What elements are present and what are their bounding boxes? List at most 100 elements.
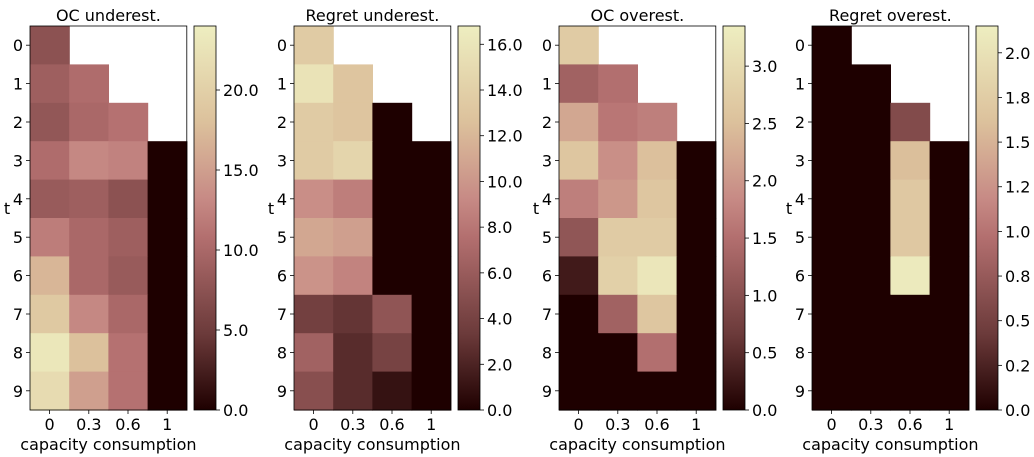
colorbar-tick-label: 1.8 (1005, 88, 1030, 107)
heatmap-cell (411, 294, 452, 334)
heatmap-cell (69, 102, 109, 142)
heatmap-cell (812, 333, 852, 373)
y-tick-label: 5 (277, 228, 287, 247)
heatmap-cell (147, 294, 188, 334)
heatmap-cell (559, 141, 599, 181)
y-tick-label: 1 (795, 75, 805, 94)
colorbar-tick-label: 8.0 (487, 218, 512, 237)
colorbar-tick-label: 0.0 (223, 401, 248, 420)
heatmap-cell (676, 294, 717, 334)
x-axis-label: capacity consumption (802, 435, 978, 454)
panel-title: Regret overest. (829, 6, 952, 25)
heatmap-cell (890, 333, 931, 373)
heatmap-cell (851, 102, 891, 142)
heatmap-cell (676, 333, 717, 373)
heatmap-cell (411, 141, 452, 181)
heatmap-cell (812, 26, 852, 65)
heatmap-cell (69, 64, 109, 104)
heatmap-cell (812, 141, 852, 181)
heatmap-cell (559, 26, 599, 65)
y-tick-label: 6 (277, 267, 287, 286)
heatmap-cell (294, 141, 334, 181)
heatmap-cell (676, 141, 717, 181)
heatmap-cell (851, 64, 891, 104)
heatmap-cell (851, 179, 891, 219)
heatmap-cell (929, 256, 970, 296)
heatmap-cell (69, 371, 109, 411)
heatmap-cell (598, 179, 638, 219)
heatmap-cell (372, 256, 413, 296)
heatmap-cell (676, 371, 717, 411)
heatmap-cell (559, 371, 599, 411)
heatmap-cell (559, 218, 599, 257)
heatmap-cell (890, 218, 931, 257)
colorbar-tick-label: 2.5 (752, 114, 777, 133)
colorbar-tick-label: 5.0 (223, 321, 248, 340)
heatmap-cell (890, 371, 931, 411)
heatmap-cell (812, 256, 852, 296)
heatmap-cell (333, 141, 373, 181)
heatmap-cell (294, 218, 334, 257)
heatmap-cell (333, 294, 373, 334)
y-tick-label: 4 (542, 190, 552, 209)
colorbar-tick-label: 1.5 (1005, 133, 1030, 152)
heatmap-cell (30, 141, 70, 181)
heatmap-cell (294, 333, 334, 373)
colorbar-tick-label: 0.5 (1005, 312, 1030, 331)
y-tick-label: 8 (542, 343, 552, 362)
heatmap-cell (69, 141, 109, 181)
plot-frame (811, 25, 970, 411)
heatmap-cell (559, 294, 599, 334)
colorbar-tick-label: 1.2 (1005, 178, 1030, 197)
y-axis-label: t (533, 199, 539, 218)
y-tick-label: 0 (13, 36, 23, 55)
y-tick-label: 7 (13, 305, 23, 324)
heatmap-cell (637, 179, 678, 219)
colorbar-tick-label: 0.5 (752, 344, 777, 363)
y-tick-label: 9 (13, 382, 23, 401)
heatmap-cell (598, 141, 638, 181)
y-tick-label: 9 (795, 382, 805, 401)
heatmap-cell (30, 102, 70, 142)
heatmap-cell (598, 371, 638, 411)
plot-frame (29, 25, 188, 411)
heatmap-cell (637, 333, 678, 373)
heatmap-cell (929, 179, 970, 219)
heatmap-cell (294, 64, 334, 104)
heatmap-cell (30, 64, 70, 104)
colorbar-tick-label: 16.0 (487, 35, 523, 54)
heatmap-cell (108, 371, 149, 411)
heatmap-cell (929, 371, 970, 411)
colorbar-tick-label: 10.0 (223, 241, 259, 260)
y-tick-label: 1 (542, 75, 552, 94)
heatmap-cell (30, 218, 70, 257)
heatmap-cell (147, 218, 188, 257)
y-tick-label: 7 (277, 305, 287, 324)
heatmap-cell (890, 102, 931, 142)
y-tick-label: 5 (13, 228, 23, 247)
heatmap-cell (851, 333, 891, 373)
heatmap-cell (108, 179, 149, 219)
heatmap-cell (30, 256, 70, 296)
heatmap-cell (598, 64, 638, 104)
y-tick-label: 0 (277, 36, 287, 55)
heatmap-cell (598, 102, 638, 142)
y-tick-label: 7 (542, 305, 552, 324)
x-tick-label: 0.6 (897, 415, 922, 434)
colorbar-tick-label: 15.0 (223, 161, 259, 180)
colorbar-tick-label: 0.8 (1005, 267, 1030, 286)
heatmap-cell (890, 179, 931, 219)
heatmap-cell (147, 371, 188, 411)
heatmap-cell (372, 333, 413, 373)
x-tick-label: 1 (426, 415, 436, 434)
heatmap-cell (30, 26, 70, 65)
heatmap-cell (929, 141, 970, 181)
y-tick-label: 1 (277, 75, 287, 94)
heatmap-cell (147, 141, 188, 181)
heatmap-cell (929, 333, 970, 373)
y-tick-label: 1 (13, 75, 23, 94)
heatmap-cell (812, 218, 852, 257)
heatmap-cell (372, 218, 413, 257)
